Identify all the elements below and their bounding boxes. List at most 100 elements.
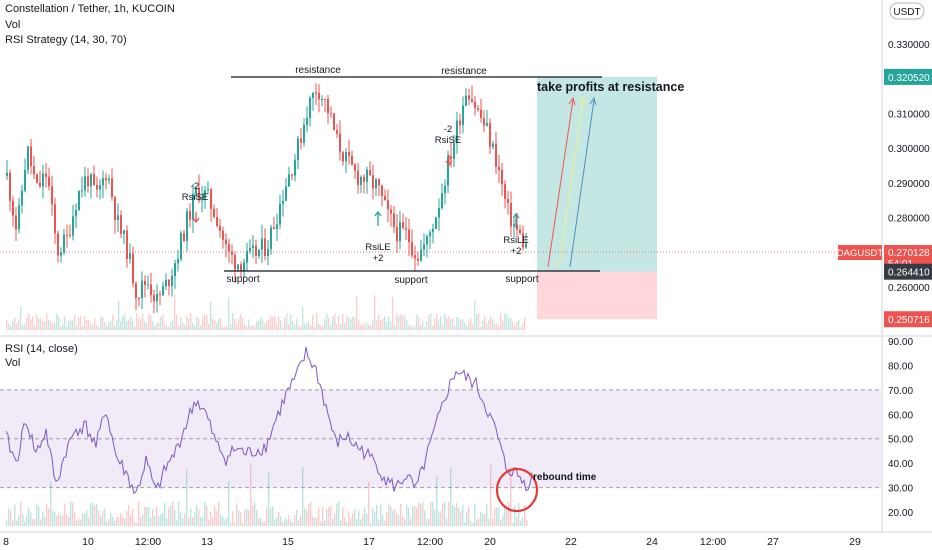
candle-body (180, 233, 182, 260)
rsi-volume-bar (344, 517, 346, 526)
volume-bar (270, 316, 272, 330)
candle-body (207, 189, 209, 191)
candle-body (312, 92, 314, 99)
volume-bar (200, 325, 202, 330)
candle-body (357, 170, 359, 185)
resistance-label: resistance (441, 66, 487, 77)
volume-bar (412, 326, 414, 330)
rsi-volume-bar (138, 502, 140, 526)
candle-body (393, 213, 395, 228)
rsi-volume-bar (276, 517, 278, 526)
rsi-volume-bar (20, 501, 22, 526)
target-arrow-blue[interactable] (569, 99, 595, 268)
currency-button[interactable] (889, 2, 925, 20)
rsi-volume-bar (40, 519, 42, 526)
rebound-circle[interactable] (495, 467, 539, 513)
candle-body (477, 108, 479, 110)
rsi-volume-bar (204, 502, 206, 526)
volume-bar (152, 321, 154, 330)
rsi-volume-bar (172, 501, 174, 526)
volume-bar (238, 318, 240, 330)
volume-bar (248, 319, 250, 330)
rsi-line[interactable] (5, 346, 533, 495)
candle-body (465, 95, 467, 106)
rsi-volume-bar (190, 508, 192, 526)
volume-bar (274, 316, 276, 330)
candle-body (306, 118, 308, 125)
price-tick-label: 0.260000 (888, 283, 930, 294)
volume-bar (10, 325, 12, 330)
rsi-volume-bar (214, 505, 216, 526)
rsi-volume-bar (468, 506, 470, 526)
candle-body (390, 209, 392, 214)
rsi-volume-bar (42, 511, 44, 526)
candle-body (12, 200, 14, 216)
rsi-volume-bar (228, 481, 230, 526)
volume-bar (210, 302, 212, 330)
candle-body (492, 143, 494, 147)
target-price-text: 0.320520 (888, 73, 930, 84)
candle-body (279, 203, 281, 225)
rsi-tick-label: 60.00 (888, 410, 913, 421)
volume-bar (148, 314, 150, 330)
rsi-volume-bar (466, 511, 468, 526)
candle-body (6, 172, 8, 176)
candle-body (222, 230, 224, 240)
volume-bar (122, 315, 124, 330)
candle-body (381, 185, 383, 196)
loss-zone[interactable] (537, 271, 657, 320)
rsi-volume-bar (34, 519, 36, 526)
volume-bar (66, 326, 68, 330)
volume-bar (178, 325, 180, 330)
candle-body (18, 205, 20, 230)
volume-bar (442, 325, 444, 330)
rsi-volume-bar (402, 515, 404, 526)
volume-bar (28, 313, 30, 330)
volume-bar (228, 297, 230, 330)
volume-bar (502, 320, 504, 330)
candle-body (345, 152, 347, 162)
volume-bar (250, 325, 252, 330)
profit-zone[interactable] (537, 76, 657, 272)
candle-body (126, 230, 128, 259)
candle-body (507, 198, 509, 203)
rsi-volume-bar (112, 516, 114, 526)
candle-body (282, 200, 284, 204)
candle-body (93, 173, 95, 185)
rsi-volume-bar (354, 509, 356, 526)
volume-bar (486, 322, 488, 330)
rsi-volume-bar (116, 517, 118, 526)
candle-body (120, 215, 122, 234)
volume-bar (292, 321, 294, 330)
volume-bar (466, 325, 468, 330)
rsi-volume-bar (286, 519, 288, 526)
rsi-volume-bar (300, 515, 302, 526)
volume-bar (144, 321, 146, 330)
time-axis-label: 29 (849, 536, 861, 548)
rsi-volume-bar (284, 518, 286, 526)
rsi-volume-bar (222, 516, 224, 526)
rsi-volume-bar (378, 519, 380, 526)
volume-bar (298, 325, 300, 330)
time-axis-label: 8 (3, 536, 9, 548)
volume-bar (14, 317, 16, 330)
target-arrow-yellow[interactable] (558, 99, 584, 268)
target-price-badge (884, 68, 932, 85)
rsi-volume-bar (288, 515, 290, 526)
target-arrow-red[interactable] (547, 99, 574, 268)
volume-bar (520, 326, 522, 330)
candle-body (87, 176, 89, 187)
rsi-volume-bar (80, 519, 82, 526)
rsi-volume-bar (124, 518, 126, 526)
volume-bar (216, 322, 218, 330)
volume-bar (184, 324, 186, 330)
volume-bar (472, 324, 474, 330)
volume-bar (16, 323, 18, 330)
volume-bar (396, 313, 398, 330)
volume-bar (158, 322, 160, 330)
rsi-volume-bar (338, 501, 340, 526)
rsi-volume-bar (278, 512, 280, 526)
volume-bar (498, 326, 500, 330)
candle-body (375, 179, 377, 189)
